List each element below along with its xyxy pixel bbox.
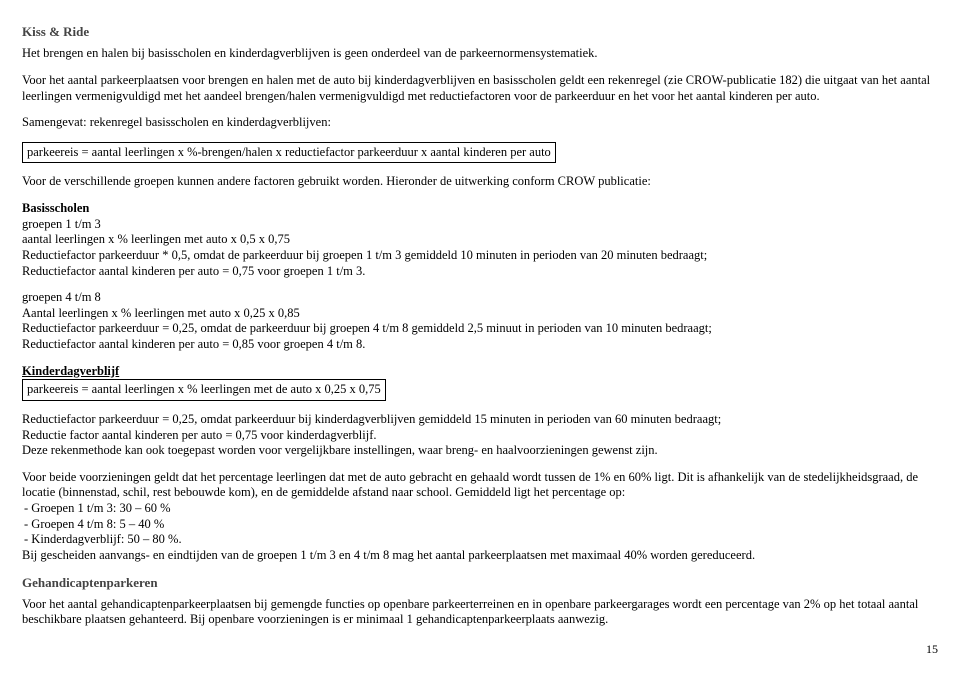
page-number: 15: [22, 642, 938, 657]
kdv-line3: Deze rekenmethode kan ook toegepast word…: [22, 443, 938, 459]
g13-title: groepen 1 t/m 3: [22, 217, 938, 233]
kdv-line1: Reductiefactor parkeerduur = 0,25, omdat…: [22, 412, 938, 428]
g13-line3: Reductiefactor aantal kinderen per auto …: [22, 264, 938, 280]
both-intro: Voor beide voorzieningen geldt dat het p…: [22, 470, 938, 501]
g48-line3: Reductiefactor aantal kinderen per auto …: [22, 337, 938, 353]
g48-line1: Aantal leerlingen x % leerlingen met aut…: [22, 306, 938, 322]
g13-line2: Reductiefactor parkeerduur * 0,5, omdat …: [22, 248, 938, 264]
kdv-line2: Reductie factor aantal kinderen per auto…: [22, 428, 938, 444]
heading-gehandicapten: Gehandicaptenparkeren: [22, 575, 938, 591]
bullet-kdv: - Kinderdagverblijf: 50 – 80 %.: [22, 532, 938, 548]
paragraph-rekenregel: Voor het aantal parkeerplaatsen voor bre…: [22, 73, 938, 104]
gehandicapten-paragraph: Voor het aantal gehandicaptenparkeerplaa…: [22, 597, 938, 628]
g13-line1: aantal leerlingen x % leerlingen met aut…: [22, 232, 938, 248]
both-reduc: Bij gescheiden aanvangs- en eindtijden v…: [22, 548, 938, 564]
bullet-g13: - Groepen 1 t/m 3: 30 – 60 %: [22, 501, 938, 517]
formula-box-2: parkeereis = aantal leerlingen x % leerl…: [22, 379, 386, 401]
heading-kinderdagverblijf: Kinderdagverblijf: [22, 364, 119, 380]
formula-box-1: parkeereis = aantal leerlingen x %-breng…: [22, 142, 556, 164]
bullet-g48: - Groepen 4 t/m 8: 5 – 40 %: [22, 517, 938, 533]
g48-title: groepen 4 t/m 8: [22, 290, 938, 306]
intro-paragraph: Het brengen en halen bij basisscholen en…: [22, 46, 938, 62]
paragraph-groups: Voor de verschillende groepen kunnen and…: [22, 174, 938, 190]
heading-basisscholen: Basisscholen: [22, 201, 938, 217]
summary-label: Samengevat: rekenregel basisscholen en k…: [22, 115, 938, 131]
g48-line2: Reductiefactor parkeerduur = 0,25, omdat…: [22, 321, 938, 337]
heading-kiss-ride: Kiss & Ride: [22, 24, 938, 40]
